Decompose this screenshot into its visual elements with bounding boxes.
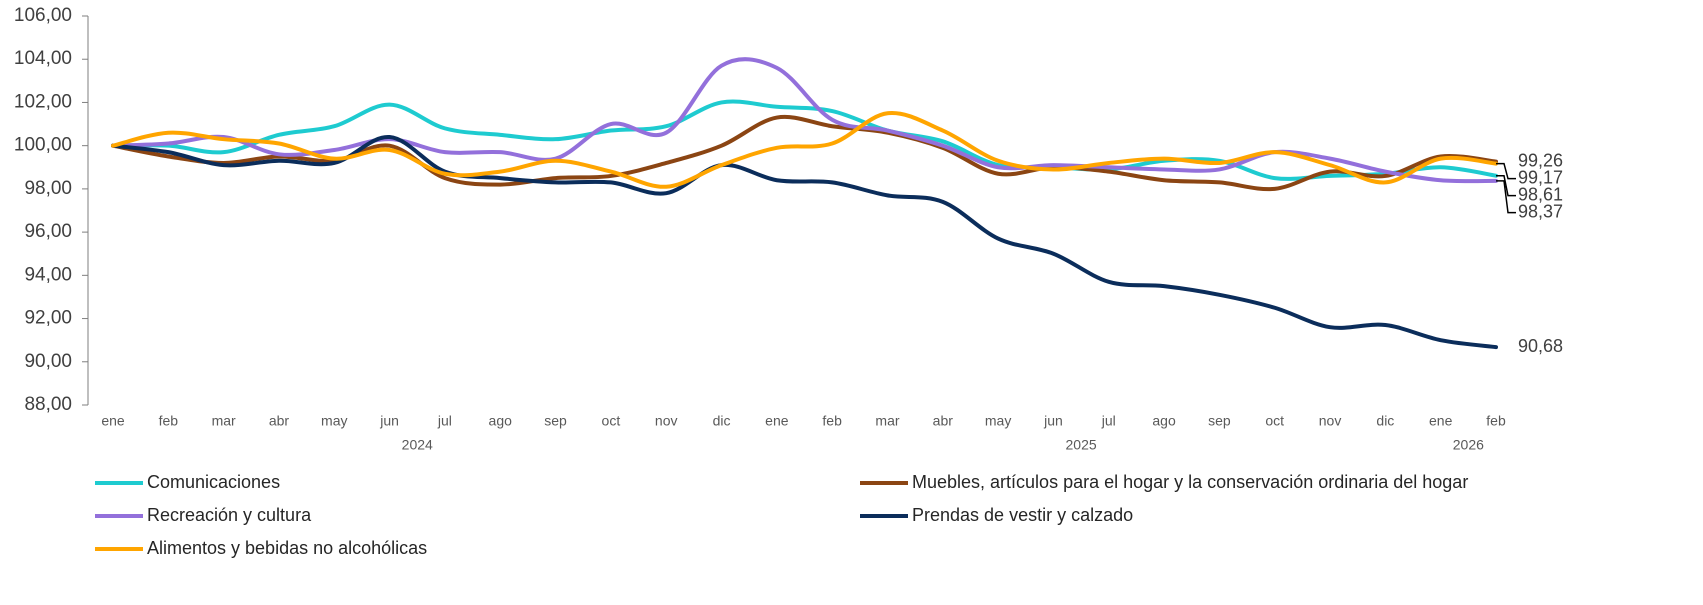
x-tick-label: may (985, 413, 1011, 429)
legend-label: Alimentos y bebidas no alcohólicas (147, 538, 427, 558)
x-tick-label: feb (1486, 413, 1506, 429)
x-tick-label: ago (1152, 413, 1176, 429)
year-label: 2026 (1453, 437, 1484, 453)
x-tick-label: may (321, 413, 347, 429)
x-tick-label: abr (933, 413, 954, 429)
x-tick-label: jun (1043, 413, 1063, 429)
x-tick-label: abr (269, 413, 290, 429)
x-tick-label: mar (875, 413, 899, 429)
x-tick-label: jul (1101, 413, 1116, 429)
leader-line (1496, 174, 1516, 197)
series-line (111, 99, 1498, 181)
legend-label: Muebles, artículos para el hogar y la co… (912, 472, 1468, 492)
year-label: 2025 (1066, 437, 1097, 453)
series-line (111, 111, 1498, 189)
y-tick-label: 106,00 (14, 5, 72, 26)
x-tick-label: nov (1319, 413, 1342, 429)
x-tick-label: oct (602, 413, 621, 429)
y-tick-label: 98,00 (24, 178, 72, 199)
x-tick-label: ago (489, 413, 513, 429)
data-label: 90,68 (1518, 336, 1563, 356)
x-tick-label: dic (713, 413, 731, 429)
x-tick-label: ene (1429, 413, 1453, 429)
y-tick-label: 94,00 (24, 264, 72, 285)
x-tick-label: feb (822, 413, 842, 429)
x-tick-label: ene (765, 413, 789, 429)
x-tick-label: feb (159, 413, 179, 429)
legend-label: Recreación y cultura (147, 505, 312, 525)
data-label: 99,17 (1518, 167, 1563, 187)
legend-label: Comunicaciones (147, 472, 280, 492)
y-tick-label: 88,00 (24, 394, 72, 415)
legend-label: Prendas de vestir y calzado (912, 505, 1133, 525)
x-tick-label: jul (437, 413, 452, 429)
leader-line (1496, 180, 1516, 214)
x-tick-label: nov (655, 413, 678, 429)
series-line (111, 135, 1498, 350)
year-label: 2024 (402, 437, 433, 453)
y-tick-label: 100,00 (14, 135, 72, 156)
data-label: 98,61 (1518, 184, 1563, 204)
y-tick-label: 96,00 (24, 221, 72, 242)
x-tick-label: oct (1265, 413, 1284, 429)
x-tick-label: dic (1376, 413, 1394, 429)
x-tick-label: mar (212, 413, 236, 429)
data-label: 99,26 (1518, 150, 1563, 170)
x-tick-label: sep (1208, 413, 1231, 429)
y-tick-label: 92,00 (24, 308, 72, 329)
y-tick-label: 104,00 (14, 48, 72, 69)
x-tick-label: ene (101, 413, 125, 429)
data-label: 98,37 (1518, 201, 1563, 221)
x-tick-label: jun (379, 413, 399, 429)
x-tick-label: sep (544, 413, 567, 429)
y-tick-label: 90,00 (24, 351, 72, 372)
leader-line (1496, 162, 1516, 180)
y-tick-label: 102,00 (14, 91, 72, 112)
